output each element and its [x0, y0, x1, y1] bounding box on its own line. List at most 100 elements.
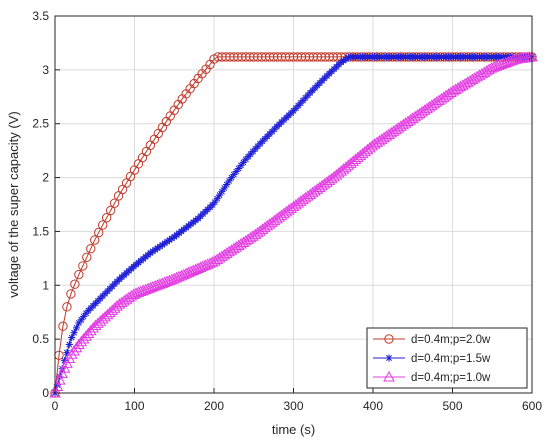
data-point [80, 312, 88, 321]
data-point [352, 151, 364, 163]
data-point [70, 329, 78, 337]
legend-marker [384, 334, 394, 344]
x-tick-label: 200 [204, 399, 224, 413]
series-3 [49, 50, 538, 398]
data-point [151, 279, 164, 290]
y-tick-label: 0.5 [32, 332, 49, 346]
data-point [158, 276, 171, 287]
data-point [328, 170, 340, 182]
y-tick-label: 2 [42, 171, 49, 185]
x-tick-label: 0 [52, 399, 59, 413]
data-point [294, 195, 307, 206]
data-point [137, 284, 150, 296]
data-point [146, 249, 154, 257]
y-axis-label: voltage of the super capacity (V) [6, 111, 21, 297]
data-point [318, 177, 331, 189]
data-point [325, 172, 338, 184]
data-point [344, 53, 352, 62]
data-point [149, 247, 157, 255]
data-point [287, 200, 300, 212]
data-point [218, 187, 226, 196]
data-point [142, 282, 154, 294]
data-point [161, 275, 173, 287]
data-point [70, 279, 80, 289]
data-point [149, 280, 162, 291]
data-point [232, 167, 240, 176]
data-point [77, 316, 85, 324]
data-point [268, 214, 281, 226]
data-point [82, 327, 95, 339]
data-point [65, 348, 78, 359]
y-tick-label: 1 [42, 278, 49, 292]
data-point [290, 198, 302, 210]
data-point [75, 319, 83, 327]
data-point [497, 57, 510, 69]
data-point [266, 216, 278, 227]
x-tick-label: 600 [522, 399, 542, 413]
data-point [111, 300, 123, 311]
data-point [213, 195, 221, 203]
legend-label: d=0.4m;p=1.0w [411, 372, 491, 384]
data-point [270, 212, 283, 224]
data-point [321, 176, 333, 187]
data-point [254, 225, 266, 236]
x-tick-label: 500 [442, 399, 462, 413]
data-point [256, 223, 269, 234]
data-point [339, 57, 348, 65]
data-point [90, 235, 100, 245]
data-point [278, 207, 290, 219]
data-point [504, 55, 517, 66]
data-point [53, 381, 61, 389]
data-point [161, 239, 169, 247]
data-point [507, 54, 519, 65]
data-point [73, 338, 85, 350]
data-point [53, 374, 66, 385]
data-point [101, 212, 112, 223]
data-point [74, 269, 84, 280]
data-point [68, 344, 80, 356]
legend: d=0.4m;p=2.0w d=0.4m;p=1.5w d=0.4m;p=1.0w [366, 327, 528, 389]
data-point [237, 161, 245, 169]
data-point [347, 155, 359, 166]
x-axis-label: time (s) [272, 422, 315, 437]
data-point [78, 261, 88, 271]
data-point [337, 163, 350, 174]
data-point [62, 302, 72, 312]
data-point [273, 211, 286, 222]
data-point [60, 357, 69, 365]
data-point [223, 180, 231, 189]
data-point [316, 179, 328, 191]
data-point [340, 161, 352, 172]
data-point [156, 242, 164, 251]
y-tick-label: 3.5 [32, 9, 49, 23]
y-tick-label: 3 [42, 63, 49, 77]
data-point [227, 174, 236, 182]
data-point [335, 165, 348, 176]
data-point [492, 59, 505, 70]
data-point [230, 171, 238, 179]
data-point [165, 236, 174, 244]
data-point [263, 218, 276, 229]
data-point [220, 184, 228, 192]
data-point [309, 184, 321, 196]
data-point [344, 157, 357, 168]
data-point [94, 227, 104, 238]
data-point [495, 58, 507, 70]
y-tick-label: 1.5 [32, 224, 49, 238]
data-point [490, 60, 503, 71]
data-point [82, 252, 92, 262]
data-point [163, 274, 176, 286]
data-point [58, 321, 68, 331]
data-point [109, 198, 120, 208]
data-point [251, 226, 264, 238]
data-point [132, 286, 145, 297]
data-point [485, 62, 498, 73]
data-point [261, 219, 274, 231]
data-point [84, 324, 97, 336]
data-point [98, 220, 108, 230]
data-point [66, 289, 76, 299]
data-point [349, 153, 362, 164]
data-point [299, 191, 312, 203]
data-point [75, 335, 88, 347]
data-point [211, 198, 219, 206]
